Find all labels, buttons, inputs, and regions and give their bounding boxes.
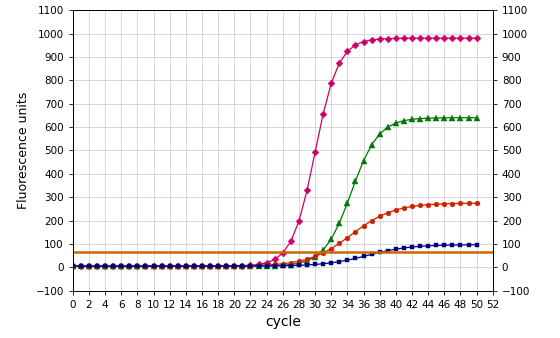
Y-axis label: Fluorescence units: Fluorescence units	[17, 92, 30, 209]
X-axis label: cycle: cycle	[265, 315, 301, 329]
